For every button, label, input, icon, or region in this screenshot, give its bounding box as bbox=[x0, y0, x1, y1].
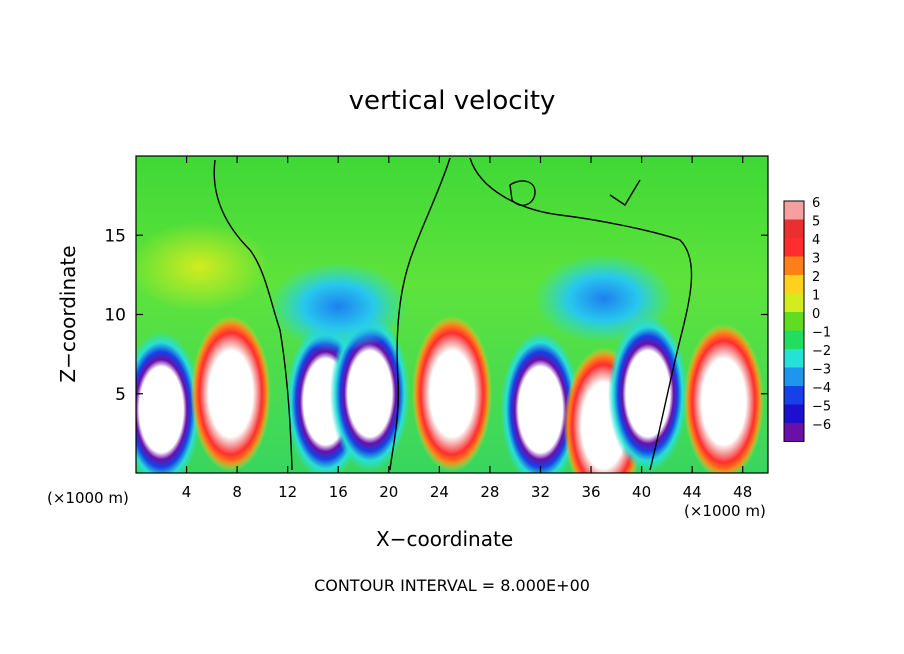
x-tick-label: 44 bbox=[683, 483, 702, 501]
y-tick-label: 10 bbox=[104, 306, 126, 326]
colorbar-swatch bbox=[784, 238, 804, 257]
updraft-cell-4 bbox=[412, 315, 492, 472]
x-tick-label: 36 bbox=[581, 483, 600, 501]
x-tick-label: 8 bbox=[232, 483, 242, 501]
downdraft-cell-5 bbox=[500, 331, 581, 473]
colorbar-tick-label: −1 bbox=[812, 326, 831, 341]
x-axis-title: X−coordinate bbox=[376, 527, 514, 551]
x-tick-label: 28 bbox=[480, 483, 499, 501]
colorbar-swatch bbox=[784, 219, 804, 238]
updraft-cell-11 bbox=[136, 221, 270, 312]
closed-contour bbox=[509, 180, 536, 206]
x-tick-label: 32 bbox=[531, 483, 550, 501]
updraft-cell-8 bbox=[683, 323, 764, 473]
x-tick-label: 20 bbox=[379, 483, 398, 501]
y-axis-title: Z−coordinate bbox=[56, 245, 80, 383]
colorbar-swatch bbox=[784, 386, 804, 405]
colorbar-swatch bbox=[784, 404, 804, 423]
colorbar-swatch bbox=[784, 201, 804, 220]
colorbar-swatch bbox=[784, 275, 804, 294]
v-contour bbox=[609, 179, 641, 206]
colorbar-tick-label: 2 bbox=[812, 270, 820, 285]
colorbar-tick-label: −3 bbox=[812, 363, 831, 378]
x-unit-label-right: (×1000 m) bbox=[684, 502, 766, 520]
colorbar-tick-label: −4 bbox=[812, 381, 831, 396]
x-tick-label: 48 bbox=[733, 483, 752, 501]
zero-contour-2 bbox=[389, 157, 451, 471]
downdraft-cell-3 bbox=[329, 315, 410, 472]
colorbar-tick-label: 6 bbox=[812, 196, 820, 211]
colorbar-tick-label: −6 bbox=[812, 418, 831, 433]
colorbar-swatch bbox=[784, 330, 804, 349]
y-tick-label: 5 bbox=[115, 385, 126, 405]
colorbar-tick-label: −5 bbox=[812, 400, 831, 415]
downdraft-cell-7 bbox=[607, 315, 688, 472]
colorbar-swatch bbox=[784, 256, 804, 275]
contour-interval-note: CONTOUR INTERVAL = 8.000E+00 bbox=[314, 576, 590, 595]
colorbar-swatch bbox=[784, 293, 804, 312]
chart-title: vertical velocity bbox=[348, 86, 556, 116]
colorbar-tick-label: 3 bbox=[812, 252, 820, 267]
colorbar-swatch bbox=[784, 312, 804, 331]
colorbar-tick-label: 5 bbox=[812, 215, 820, 230]
x-tick-label: 4 bbox=[182, 483, 192, 501]
zero-contour-3 bbox=[469, 157, 693, 471]
x-tick-label: 40 bbox=[632, 483, 651, 501]
y-tick-label: 15 bbox=[104, 226, 126, 246]
x-tick-label: 24 bbox=[430, 483, 449, 501]
colorbar-tick-label: 1 bbox=[812, 289, 820, 304]
downdraft-cell-0 bbox=[136, 331, 202, 473]
colorbar-frame bbox=[783, 200, 805, 442]
colorbar-swatch bbox=[784, 423, 804, 442]
colorbar-tick-label: 4 bbox=[812, 233, 820, 248]
colorbar-tick-label: 0 bbox=[812, 307, 820, 322]
downdraft-cell-10 bbox=[533, 253, 674, 344]
x-unit-label-left: (×1000 m) bbox=[47, 489, 129, 507]
updraft-cell-1 bbox=[190, 315, 271, 472]
x-tick-label: 16 bbox=[329, 483, 348, 501]
colorbar-swatch bbox=[784, 367, 804, 386]
colorbar-tick-label: −2 bbox=[812, 344, 831, 359]
zero-contour-1 bbox=[213, 159, 293, 471]
downdraft-cell-9 bbox=[268, 261, 409, 352]
x-tick-label: 12 bbox=[278, 483, 297, 501]
colorbar-swatch bbox=[784, 349, 804, 368]
